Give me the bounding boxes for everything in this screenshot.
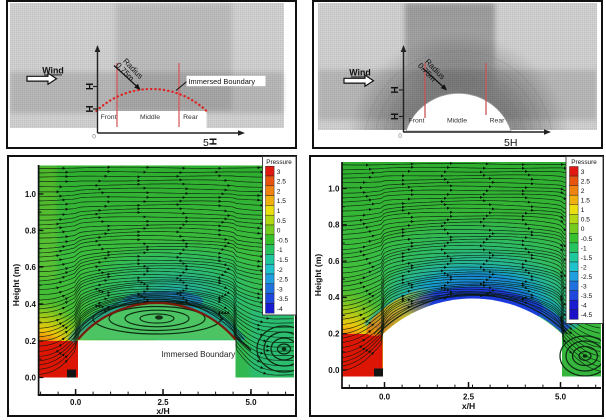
- svg-text:2: 2: [277, 188, 281, 195]
- svg-text:5.0: 5.0: [245, 398, 257, 407]
- svg-text:0.5: 0.5: [277, 218, 286, 225]
- svg-text:-0.5: -0.5: [581, 236, 593, 243]
- svg-text:Middle: Middle: [140, 114, 160, 121]
- svg-text:0.6: 0.6: [328, 257, 340, 266]
- svg-text:Pressure: Pressure: [571, 159, 597, 166]
- svg-text:-2.5: -2.5: [581, 274, 593, 281]
- svg-text:H: H: [207, 138, 219, 146]
- svg-text:H: H: [388, 86, 399, 93]
- svg-text:Pressure: Pressure: [266, 159, 292, 166]
- svg-text:1: 1: [277, 208, 281, 215]
- svg-text:0.2: 0.2: [25, 337, 37, 346]
- svg-text:0.4: 0.4: [25, 300, 37, 309]
- svg-text:0: 0: [277, 228, 281, 235]
- svg-text:0: 0: [398, 133, 402, 140]
- svg-text:1.0: 1.0: [328, 184, 340, 193]
- svg-text:-4: -4: [277, 306, 283, 313]
- svg-text:0.4: 0.4: [328, 293, 340, 302]
- svg-text:0.0: 0.0: [328, 366, 340, 375]
- svg-text:-4: -4: [581, 303, 587, 310]
- svg-text:-2: -2: [581, 264, 587, 271]
- svg-text:-4.5: -4.5: [581, 312, 593, 319]
- svg-text:Front: Front: [409, 118, 425, 125]
- svg-text:0: 0: [581, 226, 585, 233]
- svg-text:-3: -3: [277, 286, 283, 293]
- svg-text:-1.5: -1.5: [277, 257, 289, 264]
- svg-text:5H: 5H: [504, 137, 517, 149]
- svg-text:Height (m): Height (m): [11, 264, 21, 307]
- svg-text:0.0: 0.0: [25, 373, 37, 382]
- svg-text:1.0: 1.0: [25, 190, 37, 199]
- svg-text:Wind: Wind: [349, 68, 370, 78]
- svg-text:H: H: [83, 105, 94, 112]
- svg-text:x/H: x/H: [156, 406, 169, 416]
- svg-text:0.8: 0.8: [25, 226, 37, 235]
- svg-text:2: 2: [581, 188, 585, 195]
- svg-text:Front: Front: [101, 114, 117, 121]
- svg-text:0: 0: [92, 134, 96, 141]
- svg-text:1.5: 1.5: [581, 198, 590, 205]
- svg-text:2.5: 2.5: [463, 392, 475, 401]
- svg-text:5: 5: [203, 137, 209, 149]
- svg-text:Rear: Rear: [183, 114, 198, 121]
- svg-text:3: 3: [581, 169, 585, 176]
- svg-text:Middle: Middle: [447, 118, 467, 125]
- svg-text:0.6: 0.6: [25, 263, 37, 272]
- svg-text:-3.5: -3.5: [277, 296, 289, 303]
- svg-text:2.5: 2.5: [157, 398, 169, 407]
- svg-text:Immersed Boundary: Immersed Boundary: [189, 77, 256, 86]
- svg-text:3: 3: [277, 169, 281, 176]
- svg-text:-1.5: -1.5: [581, 255, 593, 262]
- svg-text:-0.5: -0.5: [277, 237, 289, 244]
- svg-text:Height (m): Height (m): [313, 254, 323, 297]
- svg-text:1.5: 1.5: [277, 198, 286, 205]
- svg-text:0.0: 0.0: [70, 398, 82, 407]
- svg-text:Rear: Rear: [490, 118, 505, 125]
- svg-text:0.5: 0.5: [581, 217, 590, 224]
- svg-text:5.0: 5.0: [555, 392, 567, 401]
- svg-text:-2: -2: [277, 267, 283, 274]
- svg-text:2.5: 2.5: [277, 179, 286, 186]
- svg-text:-1: -1: [581, 245, 587, 252]
- svg-text:0.2: 0.2: [328, 330, 340, 339]
- svg-text:-1: -1: [277, 247, 283, 254]
- svg-text:1: 1: [581, 207, 585, 214]
- svg-text:-2.5: -2.5: [277, 277, 289, 284]
- svg-text:0.0: 0.0: [379, 392, 391, 401]
- svg-text:0.8: 0.8: [328, 221, 340, 230]
- svg-text:-3: -3: [581, 284, 587, 291]
- svg-text:x/H: x/H: [462, 401, 475, 411]
- svg-text:H: H: [83, 83, 94, 90]
- svg-text:-3.5: -3.5: [581, 293, 593, 300]
- svg-text:Wind: Wind: [42, 66, 63, 76]
- svg-text:H: H: [388, 113, 399, 120]
- svg-text:Immersed Boundary: Immersed Boundary: [162, 350, 237, 359]
- svg-text:2.5: 2.5: [581, 179, 590, 186]
